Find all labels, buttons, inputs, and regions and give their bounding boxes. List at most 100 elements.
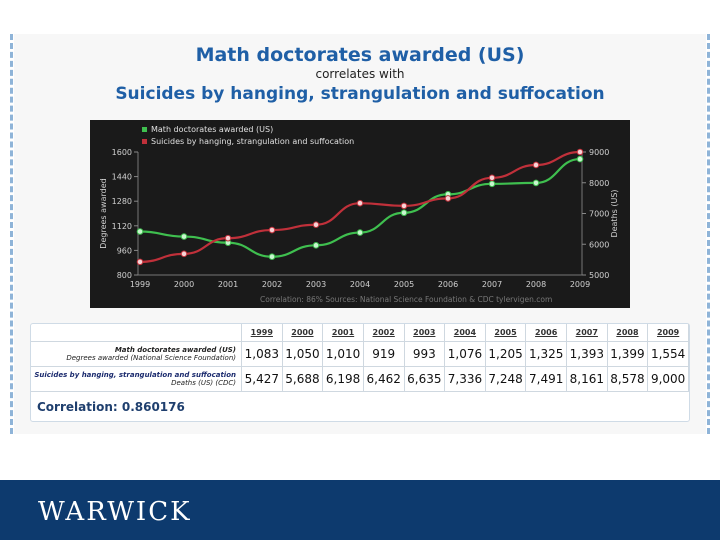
table-cell: 919 (363, 341, 405, 367)
legend-label-1: Suicides by hanging, strangulation and s… (151, 137, 354, 146)
year-header: 2003 (404, 324, 446, 342)
y-tick-left-label: 800 (117, 271, 132, 280)
table-cell: 8,578 (607, 366, 649, 392)
chart-background (90, 120, 630, 308)
data-point-1 (444, 195, 452, 202)
table-cell: 1,393 (566, 341, 608, 367)
data-point-1 (400, 202, 408, 210)
year-header: 2009 (647, 324, 689, 342)
data-point-0 (136, 228, 144, 235)
y-tick-left-label: 1280 (112, 197, 132, 206)
data-point-1 (576, 148, 584, 156)
row-label-suicides: Suicides by hanging, strangulation and s… (31, 366, 242, 392)
table-row-math: Math doctorates awarded (US) Degrees awa… (31, 341, 689, 367)
y-tick-right-label: 9000 (589, 148, 609, 157)
table-corner-cell (31, 324, 242, 342)
y-tick-left-label: 1600 (112, 148, 132, 157)
x-tick-label: 2009 (570, 280, 590, 289)
data-point-0 (356, 229, 364, 236)
table-cell: 1,083 (241, 341, 283, 367)
table-cell: 1,554 (647, 341, 689, 367)
row-label-secondary: Deaths (US) (CDC) (171, 379, 236, 387)
correlation-value: Correlation: 0.860176 (37, 400, 185, 414)
warwick-logo: WARWICK (38, 497, 192, 527)
y-tick-right-label: 6000 (589, 240, 609, 249)
table-cell: 1,205 (485, 341, 527, 367)
table-cell: 1,399 (607, 341, 649, 367)
x-tick-label: 1999 (130, 280, 150, 289)
table-header-row: 1999 2000 2001 2002 2003 2004 2005 2006 … (31, 324, 689, 342)
table-cell: 7,491 (525, 366, 567, 392)
x-tick-label: 2001 (218, 280, 238, 289)
row-label-secondary: Degrees awarded (National Science Founda… (66, 354, 236, 362)
data-point-0 (268, 253, 276, 261)
table-cell: 1,325 (525, 341, 567, 367)
data-point-1 (136, 258, 144, 266)
table-cell: 8,161 (566, 366, 608, 392)
y-tick-left-label: 1120 (112, 222, 132, 231)
y-axis-right-label: Deaths (US) (610, 189, 619, 237)
x-tick-label: 2005 (394, 280, 414, 289)
line-chart: 800 960 1120 1280 1440 1600 5000 6000 7000 8000 90… (90, 120, 630, 308)
table-cell: 6,462 (363, 366, 405, 392)
data-point-0 (488, 180, 496, 188)
slide-frame (10, 34, 710, 434)
y-axis-left-label: Degrees awarded (99, 178, 108, 248)
year-header: 2001 (322, 324, 364, 342)
chart-source-note: Correlation: 86% Sources: National Scien… (260, 295, 552, 304)
chart-panel: 800 960 1120 1280 1440 1600 5000 6000 7000 8000 90… (90, 120, 630, 308)
data-point-1 (180, 250, 188, 258)
table-cell: 5,688 (282, 366, 324, 392)
data-table: 1999 2000 2001 2002 2003 2004 2005 2006 … (31, 324, 689, 392)
year-header: 2004 (444, 324, 486, 342)
table-cell: 7,248 (485, 366, 527, 392)
data-point-1 (312, 221, 320, 229)
row-label-math: Math doctorates awarded (US) Degrees awa… (31, 341, 242, 367)
table-cell: 993 (404, 341, 446, 367)
year-header: 2005 (485, 324, 527, 342)
x-tick-label: 2004 (350, 280, 370, 289)
data-point-0 (400, 209, 408, 217)
year-header: 1999 (241, 324, 283, 342)
chart-subtitle: correlates with (315, 67, 405, 81)
footer-bar (0, 480, 720, 540)
year-header: 2008 (607, 324, 649, 342)
data-point-1 (532, 161, 540, 169)
year-header: 2007 (566, 324, 608, 342)
table-cell: 9,000 (647, 366, 689, 392)
legend-swatch-0 (142, 127, 147, 132)
data-point-0 (312, 242, 320, 249)
chart-second-title: Suicides by hanging, strangulation and s… (115, 84, 605, 104)
chart-title: Math doctorates awarded (US) (195, 44, 525, 66)
x-tick-label: 2008 (526, 280, 546, 289)
x-tick-label: 2002 (262, 280, 282, 289)
year-header: 2000 (282, 324, 324, 342)
data-point-1 (356, 199, 364, 207)
table-cell: 5,427 (241, 366, 283, 392)
legend-swatch-1 (142, 139, 147, 144)
x-tick-label: 2007 (482, 280, 502, 289)
data-point-1 (224, 234, 232, 242)
data-point-1 (488, 174, 496, 182)
data-point-0 (180, 233, 188, 240)
table-cell: 1,076 (444, 341, 486, 367)
table-cell: 1,010 (322, 341, 364, 367)
year-header: 2006 (525, 324, 567, 342)
x-tick-label: 2006 (438, 280, 458, 289)
data-point-1 (268, 226, 276, 234)
table-cell: 1,050 (282, 341, 324, 367)
year-header: 2002 (363, 324, 405, 342)
table-cell: 7,336 (444, 366, 486, 392)
row-label-primary: Suicides by hanging, strangulation and s… (34, 371, 236, 379)
x-tick-label: 2000 (174, 280, 194, 289)
data-point-0 (532, 179, 540, 187)
y-tick-left-label: 1440 (112, 173, 132, 182)
row-label-primary: Math doctorates awarded (US) (114, 346, 236, 354)
y-tick-right-label: 5000 (589, 271, 609, 280)
y-tick-right-label: 7000 (589, 210, 609, 219)
data-point-0 (576, 155, 584, 163)
y-tick-right-label: 8000 (589, 179, 609, 188)
legend-label-0: Math doctorates awarded (US) (151, 125, 273, 134)
table-cell: 6,635 (404, 366, 446, 392)
table-row-suicides: Suicides by hanging, strangulation and s… (31, 366, 689, 392)
